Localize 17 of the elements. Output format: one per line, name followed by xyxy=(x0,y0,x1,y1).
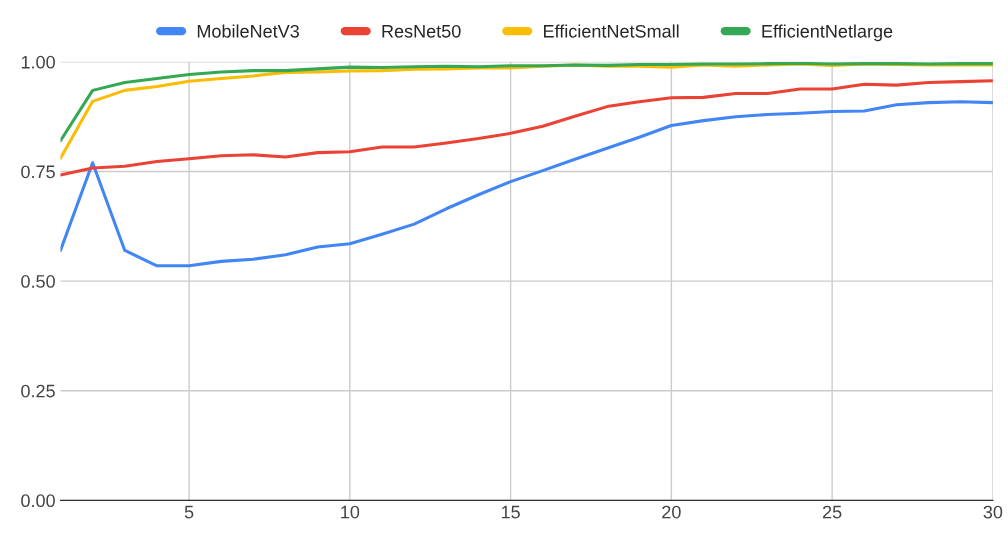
x-tick-label: 15 xyxy=(501,505,520,519)
x-tick-label: 5 xyxy=(184,505,194,519)
y-tick-label: 0.25 xyxy=(21,384,55,398)
legend-label: MobileNetV3 xyxy=(197,24,299,38)
x-tick-label: 10 xyxy=(341,505,360,519)
legend-label: EfficientNetSmall xyxy=(544,24,679,38)
y-tick-label: 0.00 xyxy=(21,494,55,508)
legend-label: EfficientNetlarge xyxy=(762,24,893,42)
x-tick-label: 30 xyxy=(983,505,1003,519)
line-series xyxy=(60,100,993,268)
y-tick-label: 0.50 xyxy=(21,275,55,288)
line-series xyxy=(60,79,993,177)
x-tick-label: 20 xyxy=(662,505,681,519)
y-tick-label: 0.75 xyxy=(21,165,55,179)
y-tick-label: 1.00 xyxy=(21,55,55,69)
x-tick-label: 25 xyxy=(822,505,842,519)
legend-label: ResNet50 xyxy=(382,24,461,38)
